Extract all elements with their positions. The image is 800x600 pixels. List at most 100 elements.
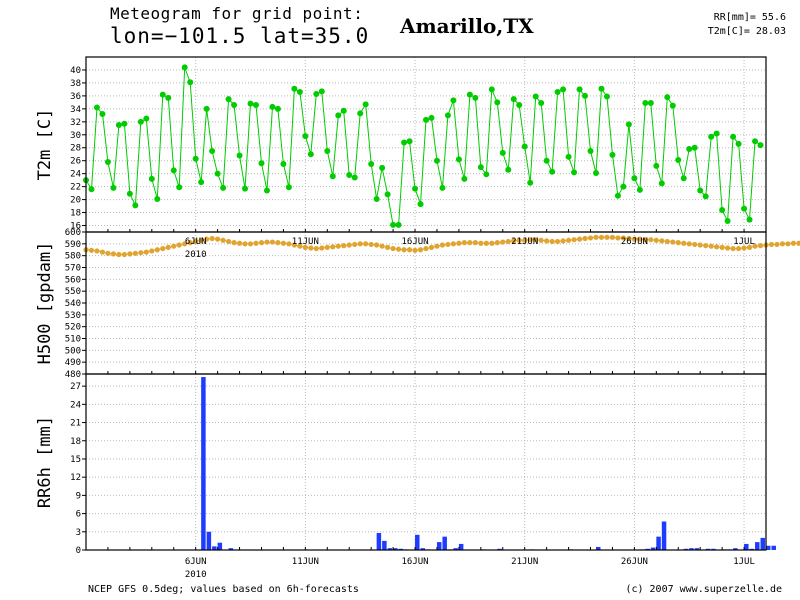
precip-bar xyxy=(733,548,738,550)
date-tick-label: 6JUN xyxy=(185,237,207,247)
data-point xyxy=(697,242,703,248)
data-point xyxy=(171,243,177,249)
data-point xyxy=(587,147,594,154)
data-point xyxy=(560,238,566,244)
data-point xyxy=(719,244,725,250)
data-point xyxy=(664,94,671,101)
data-point xyxy=(691,144,698,151)
precip-bar xyxy=(382,540,387,550)
y-tick-label: 40 xyxy=(70,66,81,76)
data-point xyxy=(384,191,391,198)
y-tick-label: 600 xyxy=(65,228,81,238)
precip-bar xyxy=(656,536,661,550)
data-point xyxy=(132,202,139,209)
data-point xyxy=(466,91,473,98)
data-point xyxy=(417,247,424,253)
y-tick-label: 36 xyxy=(70,92,81,102)
data-point xyxy=(719,206,726,213)
data-point xyxy=(582,92,589,99)
y-tick-label: 590 xyxy=(65,240,81,250)
data-point xyxy=(423,245,429,252)
data-point xyxy=(571,169,578,176)
panel-1: 16 18 20 22 24 26 28 30 32 34 36 38 40 T2m [C] xyxy=(35,56,767,233)
copyright-note: (c) 2007 www.superzelle.de xyxy=(625,584,782,595)
data-point xyxy=(686,146,693,153)
data-point xyxy=(516,101,523,108)
data-point xyxy=(702,193,709,200)
data-point xyxy=(703,243,709,249)
data-point xyxy=(444,112,451,119)
data-point xyxy=(576,86,583,93)
data-point xyxy=(741,245,747,251)
data-point xyxy=(686,241,692,247)
data-point xyxy=(752,138,759,145)
data-point xyxy=(554,89,561,95)
data-point xyxy=(104,159,111,165)
precip-bar xyxy=(217,542,223,550)
data-point xyxy=(395,246,402,252)
data-point xyxy=(335,243,341,249)
data-point xyxy=(275,240,281,246)
precip-bar xyxy=(711,548,716,550)
y-tick-label: 18 xyxy=(70,437,81,447)
data-point xyxy=(307,151,314,158)
y-tick-label: 510 xyxy=(65,335,81,345)
data-point xyxy=(604,234,610,240)
data-point xyxy=(774,241,780,248)
precip-bar xyxy=(497,548,502,550)
t2m-mean: T2m[C]= 28.03 xyxy=(707,26,786,37)
data-point xyxy=(494,99,501,106)
data-point xyxy=(253,240,259,246)
y-tick-label: 22 xyxy=(70,183,81,193)
data-point xyxy=(346,171,353,178)
grid-point-coordinates: lon=−101.5 lat=35.0 xyxy=(110,24,370,48)
data-point xyxy=(335,112,342,119)
data-point xyxy=(373,195,380,202)
data-point xyxy=(725,245,731,251)
data-point xyxy=(603,93,610,100)
data-point xyxy=(258,160,265,167)
precip-bar xyxy=(596,546,601,550)
data-point xyxy=(571,237,577,243)
data-point xyxy=(587,235,594,241)
data-point xyxy=(450,241,457,247)
date-tick-label: 6JUN xyxy=(185,557,207,567)
data-point xyxy=(505,166,512,173)
data-point xyxy=(522,237,528,243)
data-point xyxy=(159,91,166,98)
y-tick-label: 12 xyxy=(70,473,81,483)
data-point xyxy=(582,235,588,242)
data-point xyxy=(401,247,407,253)
data-point xyxy=(439,184,446,191)
date-labels: 6JUN 6JUN 11JUN 11JUN 16JUN 16JUN 21JUN 21JUN 26… xyxy=(185,237,755,580)
data-point xyxy=(363,241,369,247)
data-point xyxy=(598,85,605,92)
data-point xyxy=(768,241,775,248)
precip-bar xyxy=(744,543,749,550)
data-point xyxy=(225,96,232,103)
data-point xyxy=(379,243,385,249)
data-point xyxy=(160,245,166,252)
data-point xyxy=(620,235,627,241)
data-point xyxy=(461,240,467,246)
data-point xyxy=(395,221,402,228)
y-tick-label: 540 xyxy=(65,299,81,309)
data-point xyxy=(434,243,440,249)
date-tick-label: 21JUN xyxy=(511,557,538,567)
data-point xyxy=(735,245,742,252)
data-point xyxy=(319,245,325,251)
date-tick-label: 16JUN xyxy=(401,237,428,247)
data-point xyxy=(637,236,643,242)
data-point xyxy=(352,241,358,248)
y-tick-label: 28 xyxy=(70,144,81,154)
series-line xyxy=(85,67,761,226)
data-point xyxy=(308,245,314,251)
data-point xyxy=(368,241,374,248)
data-point xyxy=(291,85,298,92)
y-tick-label: 520 xyxy=(65,323,81,333)
data-point xyxy=(329,173,336,180)
date-tick-label: 26JUN xyxy=(621,237,648,247)
data-point xyxy=(658,180,665,187)
data-point xyxy=(680,175,687,182)
data-point xyxy=(467,240,473,246)
